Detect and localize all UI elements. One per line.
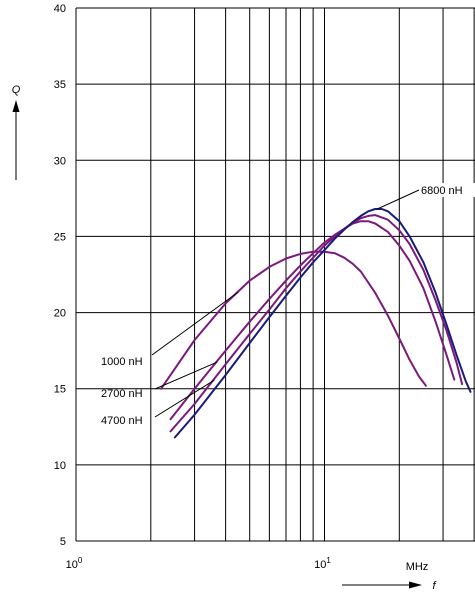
series-line-6800-nh [173, 208, 472, 439]
series-label-leader [154, 361, 218, 390]
x-axis-arrow-head [409, 581, 422, 589]
x-tick-label-base: 10 [66, 559, 78, 571]
x-tick-label-base: 10 [314, 559, 326, 571]
y-tick-label: 20 [54, 308, 66, 320]
axes: Q MHz f [12, 84, 437, 592]
series-label-2700-nh: 2700 nH [101, 388, 143, 400]
series-label-6800-nh: 6800 nH [421, 185, 463, 197]
curves [160, 208, 472, 439]
y-tick-label: 25 [54, 231, 66, 243]
series-label-leader [151, 291, 239, 356]
series-label-4700-nh: 4700 nH [101, 415, 143, 427]
y-tick-label: 10 [54, 460, 66, 472]
y-axis-arrow-head [12, 100, 20, 112]
series-label-leader [377, 189, 420, 210]
y-tick-label: 30 [54, 155, 66, 167]
series-line-4700-nh [169, 214, 464, 433]
x-tick-label: 100 [66, 556, 83, 571]
y-axis-label: Q [12, 84, 21, 96]
y-tick-label: 40 [54, 3, 66, 15]
x-axis-unit: MHz [406, 561, 429, 573]
series-label-leader [154, 379, 215, 418]
x-tick-label: 101 [314, 556, 331, 571]
series-line-1000-nh [160, 250, 427, 390]
y-tick-label: 35 [54, 79, 66, 91]
y-tick-label: 5 [60, 536, 66, 548]
series-label-1000-nh: 1000 nH [101, 356, 143, 368]
x-tick-label-exponent: 1 [326, 556, 331, 565]
labels: 1000 nH 2700 nH 4700 nH 6800 nH [101, 183, 475, 427]
x-axis-label: f [432, 580, 436, 592]
x-tick-label-exponent: 0 [78, 556, 83, 565]
y-tick-label: 15 [54, 384, 66, 396]
series-label-background [419, 183, 475, 197]
